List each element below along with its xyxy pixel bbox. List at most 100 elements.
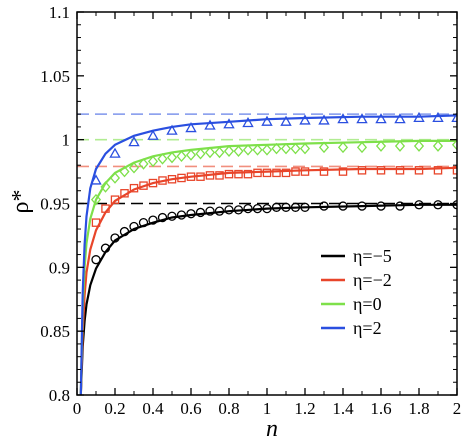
data-point <box>204 119 216 130</box>
x-axis-ticks: 0 0.2 0.4 0.6 0.8 1 1.2 1.4 1.6 1.8 2 <box>73 12 462 418</box>
data-point <box>205 171 215 180</box>
data-point <box>147 129 159 140</box>
data-point <box>166 151 178 164</box>
data-point <box>215 171 224 180</box>
data-point <box>376 166 386 175</box>
data-point <box>271 142 282 155</box>
data-point <box>432 111 444 123</box>
data-point <box>290 202 301 212</box>
data-point <box>148 215 158 225</box>
asymptote-lines <box>77 113 457 205</box>
data-point <box>91 218 101 227</box>
x-tick-label: 0.2 <box>104 399 125 418</box>
data-point <box>338 167 348 176</box>
data-point <box>223 118 235 129</box>
y-tick-label: 1.05 <box>40 67 70 86</box>
series-line <box>79 139 457 395</box>
y-axis-ticks: 0.8 0.85 0.9 0.95 1 1.05 1.1 <box>40 3 457 405</box>
data-point <box>186 172 196 181</box>
series-markers <box>90 111 457 265</box>
data-point <box>138 158 149 170</box>
data-point <box>318 114 330 125</box>
data-point <box>432 140 444 152</box>
data-point <box>261 115 273 126</box>
y-axis-label: ρ* <box>8 190 34 214</box>
data-point <box>252 144 263 156</box>
data-point <box>376 201 386 211</box>
data-point <box>185 149 197 161</box>
data-point <box>119 226 130 237</box>
data-point <box>128 161 140 174</box>
data-point <box>148 178 158 188</box>
data-point <box>139 181 148 190</box>
data-point <box>356 113 368 124</box>
data-point <box>110 195 120 204</box>
data-point <box>195 207 206 218</box>
data-point <box>280 142 292 155</box>
data-point <box>433 200 443 210</box>
data-point <box>90 193 102 206</box>
data-point <box>242 116 254 128</box>
x-tick-label: 0 <box>73 399 82 418</box>
data-point <box>357 201 367 211</box>
x-tick-label: 2 <box>453 399 462 418</box>
x-tick-label: 0.6 <box>180 399 201 418</box>
x-tick-label: 1.8 <box>408 399 429 418</box>
data-point <box>395 201 405 211</box>
data-point <box>224 169 234 179</box>
data-point <box>233 205 244 215</box>
data-point <box>291 167 300 176</box>
data-point <box>299 142 311 155</box>
y-tick-label: 0.85 <box>40 322 70 341</box>
data-point <box>242 144 254 156</box>
data-point <box>185 122 197 133</box>
data-point <box>337 113 349 124</box>
data-point <box>186 209 196 219</box>
data-point <box>272 168 281 178</box>
data-point <box>158 176 167 185</box>
data-point <box>234 169 243 179</box>
data-point <box>375 140 387 152</box>
data-point <box>252 203 263 214</box>
data-point <box>91 255 101 265</box>
data-point <box>119 165 130 178</box>
data-point <box>110 233 120 243</box>
legend-entry-label: η=2 <box>353 318 382 338</box>
y-tick-label: 1.1 <box>49 3 70 22</box>
data-point <box>109 147 121 158</box>
data-point <box>319 201 329 211</box>
data-point <box>414 200 424 210</box>
y-tick-label: 0.95 <box>40 195 70 214</box>
data-point <box>176 150 187 163</box>
y-tick-label: 0.8 <box>49 386 70 405</box>
x-tick-label: 0.4 <box>142 399 164 418</box>
data-point <box>128 136 140 147</box>
data-point <box>204 146 216 159</box>
data-point <box>413 140 425 152</box>
data-point <box>109 172 121 184</box>
legend: η=−5 η=−2 η=0 η=2 <box>321 246 392 338</box>
data-point <box>394 140 406 152</box>
data-point <box>338 201 348 211</box>
data-point <box>157 153 168 165</box>
data-point <box>214 206 225 216</box>
x-tick-label: 0.8 <box>218 399 239 418</box>
y-tick-label: 0.9 <box>49 258 70 277</box>
data-point <box>129 183 139 193</box>
data-point <box>299 114 311 125</box>
data-point <box>167 211 177 221</box>
data-point <box>138 217 149 228</box>
x-tick-label: 1.6 <box>370 399 391 418</box>
data-point <box>205 206 215 216</box>
data-point <box>271 202 282 212</box>
data-point <box>195 147 206 160</box>
data-point <box>262 203 272 214</box>
data-point <box>253 168 262 178</box>
data-point <box>356 141 368 154</box>
data-point <box>129 221 139 232</box>
data-point <box>224 205 234 215</box>
data-point <box>196 172 205 181</box>
data-point <box>281 202 291 212</box>
data-point <box>100 181 111 193</box>
